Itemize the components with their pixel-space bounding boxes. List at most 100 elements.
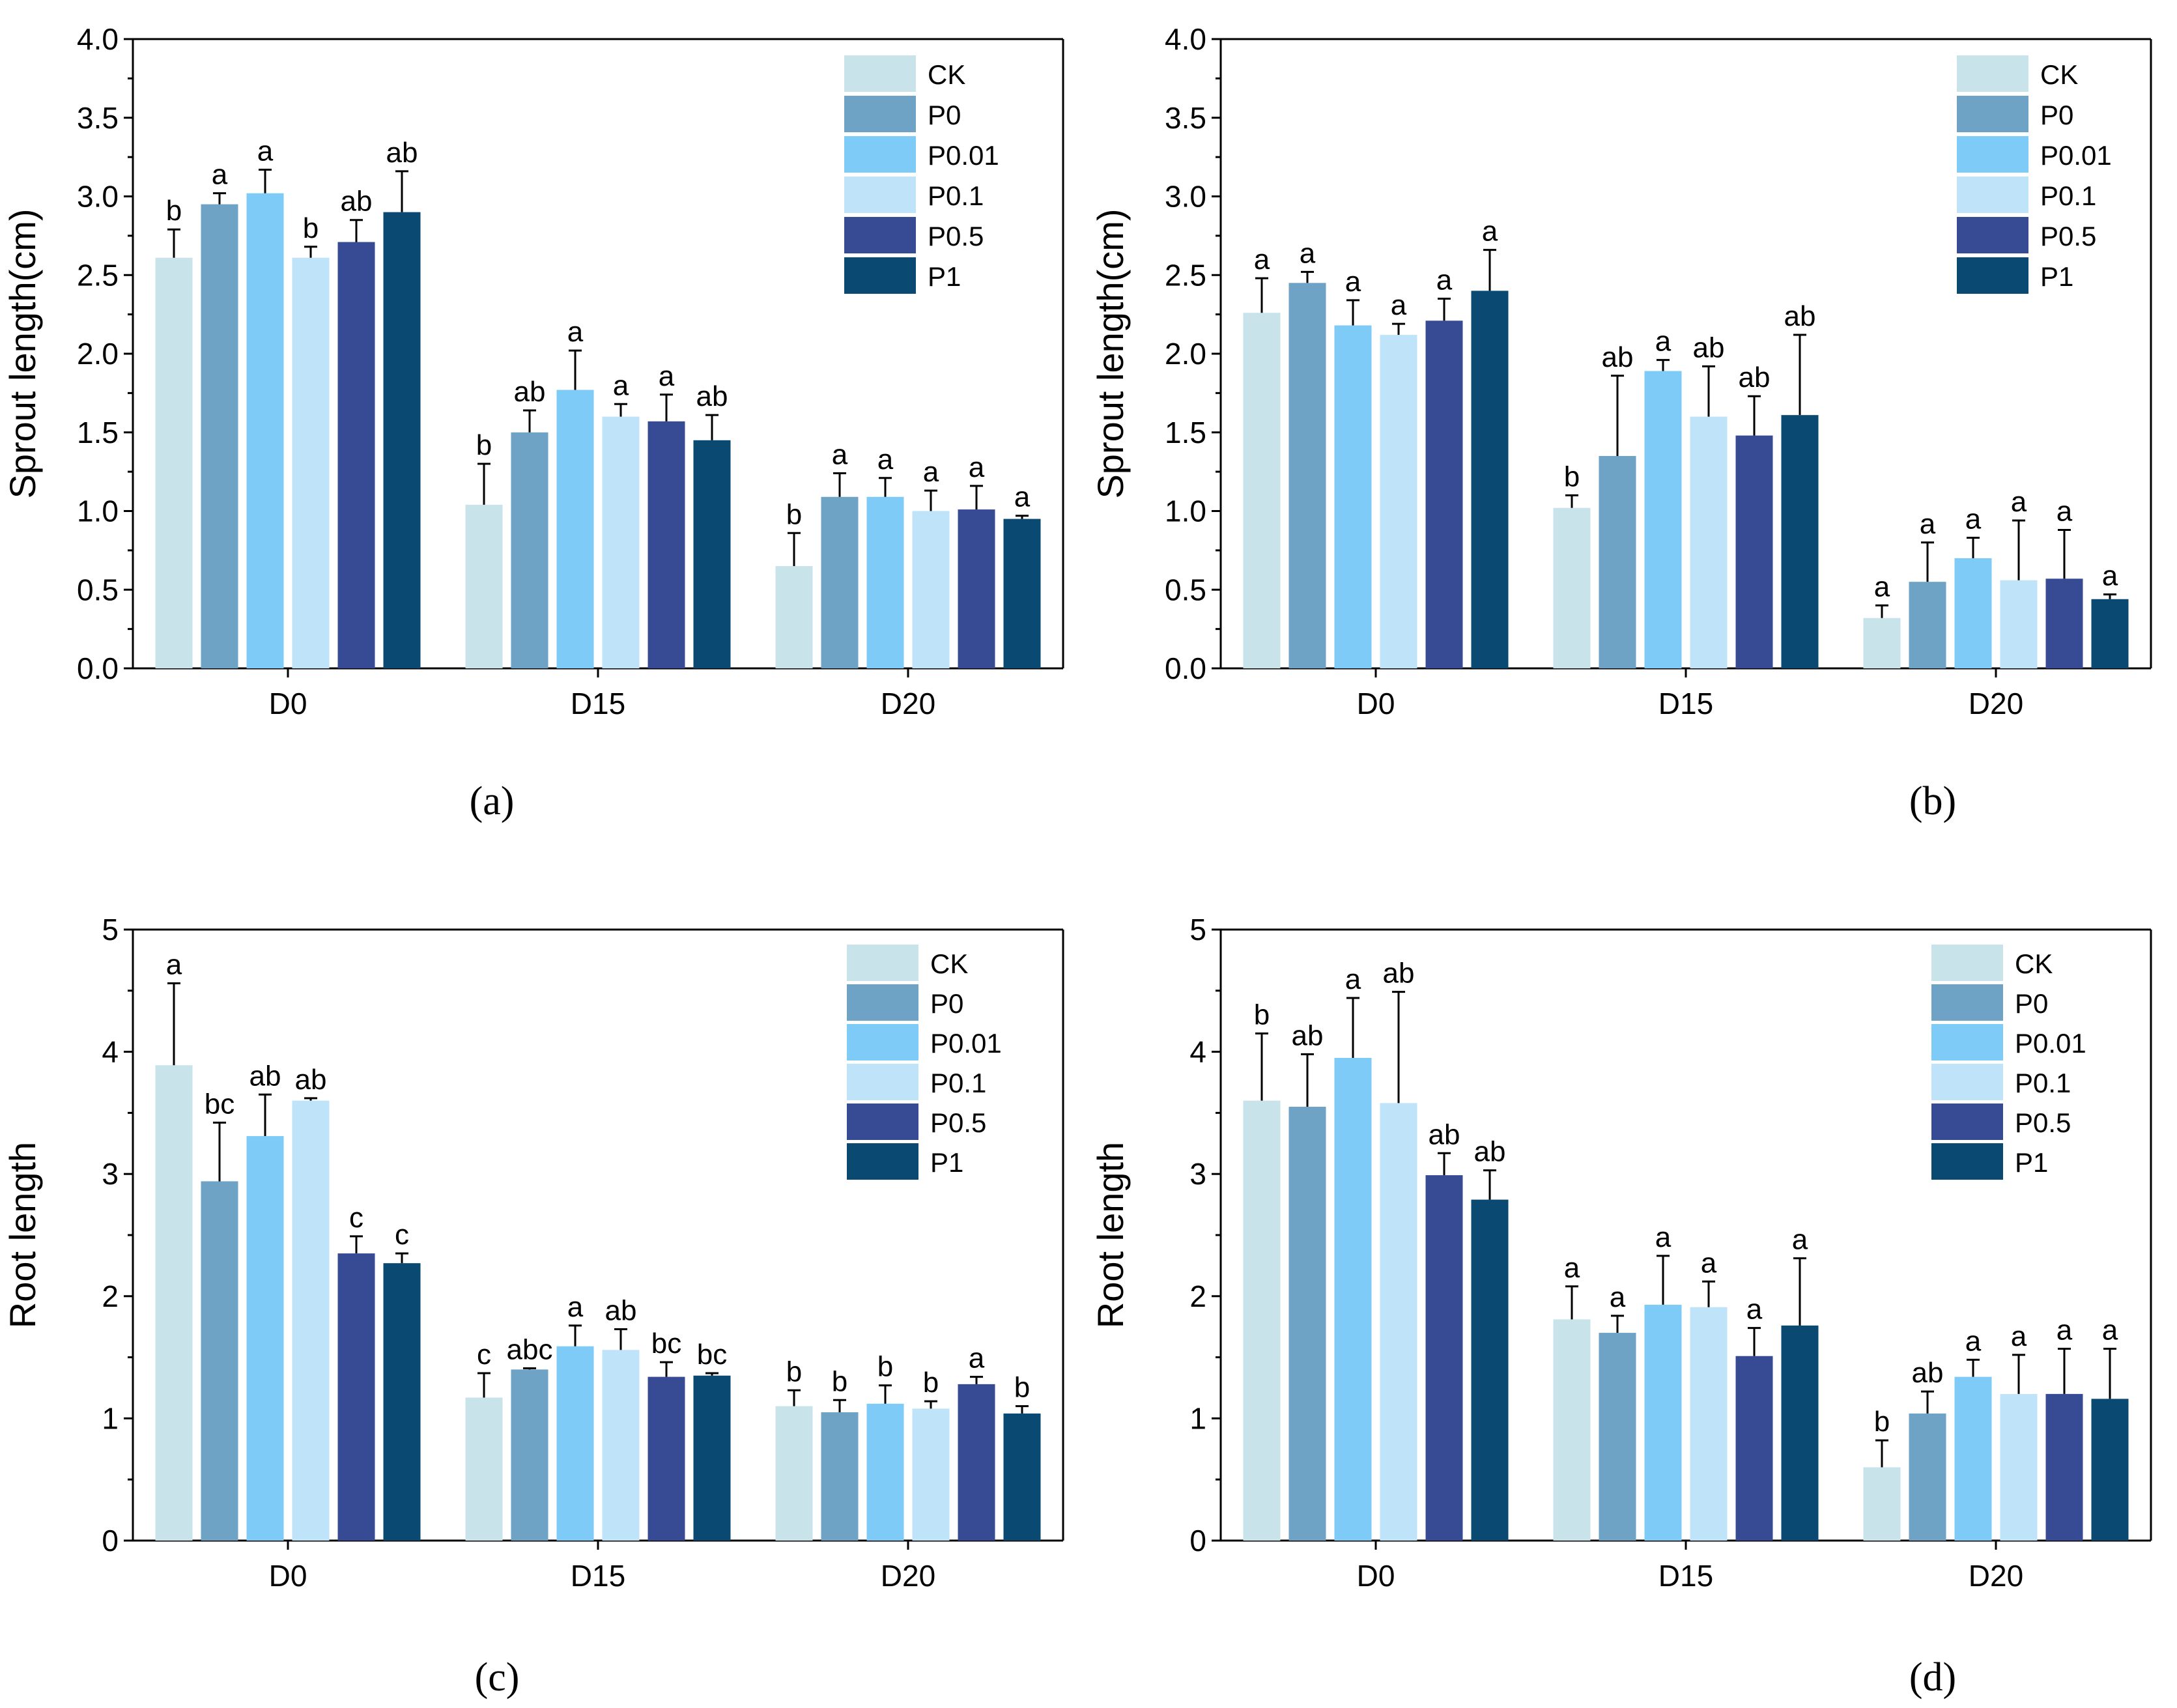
- significance-letter: a: [257, 135, 274, 167]
- significance-letter: ab: [1474, 1136, 1506, 1168]
- bar-p1-d20: [1003, 1413, 1041, 1541]
- legend-entry: P0.5: [2040, 221, 2096, 251]
- legend-swatch: [1931, 1024, 2003, 1060]
- significance-letter: a: [923, 456, 939, 488]
- significance-letter: b: [476, 429, 492, 461]
- panel-label: (c): [475, 1655, 520, 1700]
- bar-p0-01-d15: [556, 1346, 594, 1541]
- legend-entry: P0.5: [928, 221, 984, 251]
- legend-swatch: [1931, 1143, 2003, 1180]
- y-tick-label: 2.5: [77, 258, 119, 292]
- significance-letter: b: [1874, 1406, 1890, 1438]
- x-tick-label: D20: [1969, 687, 2023, 720]
- significance-letter: ab: [514, 376, 546, 408]
- bar-p0-5-d0: [1425, 1175, 1463, 1541]
- panel-label: (d): [1909, 1655, 1956, 1700]
- bar-p0-d20: [821, 496, 859, 668]
- bar-p0-01-d15: [556, 390, 594, 668]
- legend-swatch: [1931, 945, 2003, 981]
- significance-letter: ab: [1602, 341, 1634, 373]
- x-tick-label: D0: [1357, 1559, 1395, 1593]
- bar-p1-d20: [2091, 1399, 2129, 1541]
- legend-swatch: [847, 1024, 918, 1060]
- bar-p0-5-d15: [1735, 1356, 1773, 1541]
- significance-letter: ab: [249, 1060, 281, 1092]
- y-tick-label: 5: [102, 913, 119, 947]
- panel-label: (b): [1909, 779, 1956, 823]
- legend-entry: P0.01: [928, 140, 999, 171]
- y-tick-label: 3.5: [77, 101, 119, 135]
- significance-letter: ab: [1429, 1118, 1460, 1150]
- significance-letter: b: [786, 1356, 802, 1388]
- legend-entry: P0: [2015, 988, 2048, 1019]
- legend-swatch: [1957, 177, 2028, 213]
- y-tick-label: 0.5: [1165, 573, 1206, 606]
- legend-entry: P0: [928, 100, 961, 130]
- significance-letter: a: [659, 360, 675, 392]
- bar-ck-d0: [1243, 313, 1281, 669]
- legend: CK P0 P0.01 P0.1 P0.5 P1: [1957, 55, 2112, 294]
- significance-letter: a: [613, 369, 629, 401]
- bar-p0-1-d20: [912, 511, 950, 668]
- significance-letter: ab: [1912, 1357, 1944, 1389]
- legend-entry: P0.1: [930, 1068, 986, 1098]
- bar-ck-d15: [465, 504, 503, 668]
- bar-p1-d0: [1471, 1199, 1509, 1541]
- y-tick-label: 1.5: [1165, 416, 1206, 449]
- significance-letter: a: [567, 316, 584, 348]
- y-tick-label: 0.0: [77, 651, 119, 685]
- x-tick-label: D15: [1658, 1559, 1713, 1593]
- significance-letter: b: [303, 212, 319, 244]
- significance-letter: a: [1701, 1247, 1717, 1279]
- legend-swatch: [1957, 96, 2028, 132]
- bar-p0-01-d20: [1954, 558, 1992, 668]
- significance-letter: ab: [1739, 362, 1771, 393]
- significance-letter: a: [1920, 508, 1936, 540]
- significance-letter: a: [1254, 244, 1270, 276]
- legend-swatch: [847, 1064, 918, 1100]
- significance-letter: a: [1610, 1281, 1626, 1313]
- bar-p0-5-d15: [647, 1376, 685, 1541]
- significance-letter: a: [2102, 1314, 2118, 1346]
- bar-p0-1-d20: [912, 1408, 950, 1541]
- bar-ck-d0: [155, 257, 193, 668]
- y-tick-label: 0: [1189, 1524, 1206, 1558]
- x-tick-label: D0: [269, 687, 307, 720]
- x-tick-label: D20: [881, 1559, 935, 1593]
- significance-letter: b: [923, 1367, 939, 1399]
- bar-p0-01-d15: [1644, 371, 1682, 668]
- y-tick-label: 2: [102, 1279, 119, 1313]
- x-tick-label: D0: [269, 1559, 307, 1593]
- bar-p1-d20: [1003, 519, 1041, 668]
- significance-letter: a: [1874, 571, 1890, 603]
- legend: CK P0 P0.01 P0.1 P0.5 P1: [847, 945, 1002, 1180]
- legend: CK P0 P0.01 P0.1 P0.5 P1: [844, 55, 999, 294]
- bar-p1-d0: [383, 212, 421, 668]
- significance-letter: a: [1655, 1221, 1672, 1253]
- legend-swatch: [1931, 1064, 2003, 1100]
- significance-letter: ab: [696, 380, 728, 412]
- y-axis-label: Sprout length(cm): [1090, 208, 1131, 498]
- significance-letter: a: [1391, 289, 1407, 321]
- y-axis-label: Root length: [1090, 1142, 1131, 1328]
- y-tick-label: 4: [102, 1035, 119, 1069]
- significance-letter: b: [786, 498, 802, 530]
- significance-letter: a: [1300, 237, 1316, 269]
- legend-entry: P1: [930, 1147, 963, 1178]
- y-tick-label: 3.5: [1165, 101, 1206, 135]
- legend-swatch: [847, 945, 918, 981]
- legend-swatch: [1931, 1103, 2003, 1140]
- bar-ck-d15: [1553, 507, 1591, 668]
- bar-p0-5-d20: [2045, 1393, 2083, 1541]
- bar-p1-d0: [1471, 291, 1509, 668]
- legend-entry: P0.1: [2015, 1068, 2071, 1098]
- bar-p0-01-d0: [246, 193, 284, 668]
- bar-p0-01-d20: [866, 1403, 904, 1541]
- y-axis-label: Root length: [2, 1142, 43, 1328]
- bar-ck-d0: [155, 1065, 193, 1541]
- legend-entry: P0.1: [928, 180, 984, 211]
- significance-letter: b: [877, 1351, 893, 1383]
- bar-p0-1-d15: [1690, 1307, 1728, 1541]
